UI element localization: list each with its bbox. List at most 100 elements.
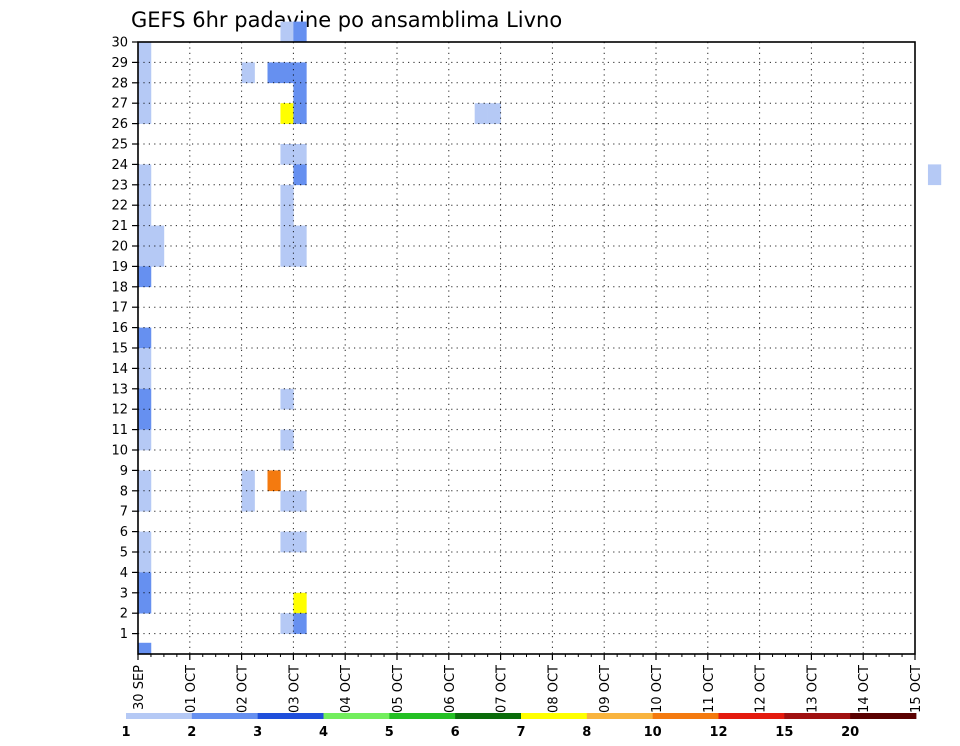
heatmap-cell <box>927 164 942 186</box>
heatmap-cell <box>241 62 255 84</box>
colorbar-swatch <box>191 713 259 719</box>
heatmap-cell <box>138 42 152 63</box>
colorbar-label: 5 <box>385 725 394 740</box>
heatmap-cell <box>280 531 294 553</box>
heatmap-cell <box>138 62 152 84</box>
plot-frame <box>137 41 916 655</box>
y-tick-label: 18 <box>111 280 128 295</box>
colorbar-label: 3 <box>253 725 262 740</box>
y-tick-label: 7 <box>120 505 128 520</box>
x-tick-label: 01 OCT <box>184 665 199 713</box>
x-tick-label: 12 OCT <box>754 665 769 713</box>
heatmap-cell <box>138 642 152 655</box>
y-tick-label: 8 <box>120 484 128 499</box>
heatmap-cell <box>138 348 152 369</box>
heatmap-cell <box>241 490 255 512</box>
heatmap-cell <box>138 246 152 267</box>
heatmap-cell <box>280 429 294 451</box>
colorbar-swatch <box>784 713 851 719</box>
y-tick-label: 6 <box>120 525 128 540</box>
x-tick-label: 08 OCT <box>546 665 561 713</box>
heatmap-cell <box>293 246 307 267</box>
heatmap-cell <box>280 225 294 247</box>
x-tick-label: 06 OCT <box>443 665 458 713</box>
colorbar-label: 2 <box>187 725 196 740</box>
x-tick-label: 14 OCT <box>857 665 872 713</box>
heatmap-cell <box>293 225 307 247</box>
colorbar-label: 4 <box>319 725 328 740</box>
y-tick-label: 24 <box>111 158 128 173</box>
chart-title: GEFS 6hr padavine po ansamblima Livno <box>131 8 562 32</box>
colorbar-swatch <box>521 713 588 719</box>
x-tick-label: 04 OCT <box>339 665 354 713</box>
heatmap-cell <box>267 470 281 492</box>
heatmap-cell <box>138 572 152 594</box>
x-tick-label: 11 OCT <box>702 665 717 713</box>
y-tick-label: 17 <box>111 301 128 316</box>
heatmap-cell <box>150 225 165 247</box>
heatmap-cell <box>293 490 307 512</box>
axis-ticks: 1234567891011121314151617181920212223242… <box>111 36 924 713</box>
heatmap-cell <box>293 144 307 165</box>
grid-lines <box>138 42 915 654</box>
heatmap-cell <box>280 144 294 165</box>
heatmap-cell <box>487 103 501 124</box>
colorbar-label: 6 <box>451 725 460 740</box>
colorbar-swatch <box>126 713 193 719</box>
heatmap-cell <box>280 62 294 84</box>
y-tick-label: 25 <box>111 138 128 153</box>
heatmap-cell <box>138 205 152 226</box>
colorbar-label: 1 <box>121 725 130 740</box>
colorbar-swatch <box>257 713 324 719</box>
y-tick-label: 22 <box>111 199 128 214</box>
colorbar-swatch <box>455 713 522 719</box>
heatmap-cell <box>241 470 255 492</box>
heatmap-cell <box>293 62 307 84</box>
x-tick-label: 03 OCT <box>287 665 302 713</box>
heatmap-cell <box>138 429 152 451</box>
heatmap-cell <box>293 82 307 104</box>
heatmap-cell <box>138 409 152 430</box>
heatmap-cell <box>138 531 152 553</box>
colorbar-swatch <box>389 713 456 719</box>
y-tick-label: 30 <box>111 36 128 51</box>
y-tick-label: 3 <box>120 586 128 601</box>
heatmap-cell <box>138 490 152 512</box>
y-tick-label: 27 <box>111 97 128 112</box>
colorbar-swatch <box>586 713 654 719</box>
x-tick-label: 10 OCT <box>650 665 665 713</box>
heatmap-cell <box>293 613 307 634</box>
colorbar-swatch <box>718 713 785 719</box>
x-tick-label: 30 SEP <box>132 665 147 710</box>
colorbar-swatch <box>323 713 390 719</box>
y-tick-label: 12 <box>111 403 128 418</box>
y-tick-label: 9 <box>120 464 128 479</box>
colorbar-label: 12 <box>709 725 727 740</box>
y-tick-label: 14 <box>111 362 128 377</box>
heatmap-cell <box>138 225 152 247</box>
y-tick-label: 5 <box>120 546 128 561</box>
y-tick-label: 10 <box>111 444 128 459</box>
heatmap-cell <box>267 62 281 84</box>
heatmap-cell <box>138 552 152 573</box>
y-tick-label: 20 <box>111 240 128 255</box>
heatmap-cell <box>293 164 307 186</box>
heatmap-cell <box>293 21 307 43</box>
y-tick-label: 16 <box>111 321 128 336</box>
heatmap-cell <box>138 164 152 186</box>
x-tick-label: 09 OCT <box>598 665 613 713</box>
heatmap-cell <box>280 103 294 124</box>
y-tick-label: 15 <box>111 342 128 357</box>
heatmap-cell <box>280 613 294 634</box>
y-tick-label: 2 <box>120 607 128 622</box>
heatmap-cell <box>280 21 294 43</box>
y-tick-label: 28 <box>111 76 128 91</box>
colorbar-swatch <box>850 713 917 719</box>
y-tick-label: 13 <box>111 382 128 397</box>
heatmap-cell <box>474 103 488 124</box>
x-tick-label: 02 OCT <box>236 665 251 713</box>
heatmap-cell <box>293 592 307 614</box>
x-tick-label: 05 OCT <box>391 665 406 713</box>
